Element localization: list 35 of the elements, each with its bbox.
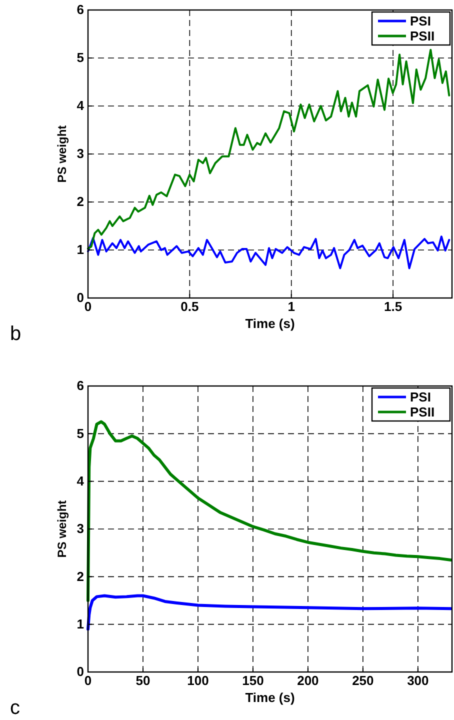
y-tick-label: 1 <box>76 242 84 258</box>
y-tick-label: 4 <box>76 98 85 114</box>
y-tick-label: 2 <box>76 568 84 584</box>
x-tick-label: 1.5 <box>384 299 402 314</box>
x-tick-label: 250 <box>352 673 374 688</box>
x-tick-label: 1 <box>288 299 295 314</box>
y-tick-label: 6 <box>76 2 84 18</box>
line-series <box>87 48 450 250</box>
y-axis-title: PS weight <box>55 125 69 183</box>
line-series <box>87 236 450 270</box>
y-tick-label: 5 <box>76 426 84 441</box>
legend-label: PSII <box>410 28 435 44</box>
legend-label: PSII <box>410 404 435 420</box>
x-tick-label: 200 <box>297 673 319 688</box>
x-tick-label: 150 <box>242 673 264 688</box>
legend-label: PSI <box>410 390 431 404</box>
line-series <box>86 594 452 631</box>
text: c <box>10 697 20 719</box>
legend-label: PSI <box>410 14 431 28</box>
y-tick-label: 1 <box>76 616 84 632</box>
x-tick-label: 300 <box>407 673 429 688</box>
x-tick-label: 100 <box>187 673 209 688</box>
x-tick-label: 0.5 <box>180 299 199 314</box>
y-tick-label: 5 <box>76 50 84 66</box>
y-tick-label: 3 <box>76 521 84 536</box>
x-tick-label: 50 <box>136 673 150 688</box>
y-tick-label: 4 <box>76 473 85 488</box>
y-tick-label: 3 <box>76 146 84 162</box>
y-tick-label: 6 <box>76 378 84 394</box>
text: b <box>10 323 22 345</box>
y-tick-label: 2 <box>76 194 84 210</box>
y-axis-title: PS weight <box>55 500 69 558</box>
x-axis-title: Time (s) <box>245 690 295 705</box>
line-series <box>86 420 452 602</box>
x-axis-title: Time (s) <box>245 316 295 331</box>
